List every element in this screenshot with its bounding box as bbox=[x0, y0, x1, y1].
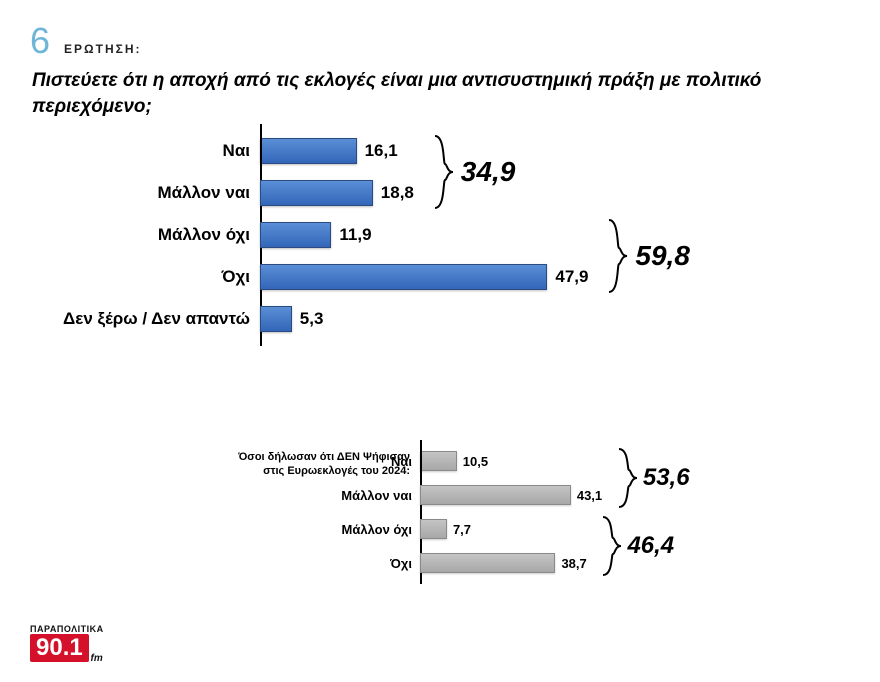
brace-total: 59,8 bbox=[635, 240, 690, 272]
question-text: Πιστεύετε ότι η αποχή από τις εκλογές εί… bbox=[32, 68, 850, 119]
bar-value: 16,1 bbox=[365, 141, 398, 161]
sub-chart-heading: Όσοι δήλωσαν ότι ΔΕΝ Ψήφισαν στις Ευρωεκ… bbox=[160, 450, 410, 479]
brace-group: 46,4 bbox=[601, 515, 674, 577]
category-label: Μάλλον ναι bbox=[40, 488, 420, 503]
bar-value: 5,3 bbox=[300, 309, 324, 329]
category-label: Δεν ξέρω / Δεν απαντώ bbox=[40, 309, 260, 329]
logo-top-text: ΠΑΡΑΠΟΛΙΤΙΚΑ bbox=[30, 624, 104, 634]
brace-group: 53,6 bbox=[617, 447, 690, 509]
chart-row: Δεν ξέρω / Δεν απαντώ 5,3 bbox=[40, 298, 860, 340]
chart-row: Μάλλον ναι 43,1 bbox=[40, 478, 860, 512]
sub-chart: Όσοι δήλωσαν ότι ΔΕΝ Ψήφισαν στις Ευρωεκ… bbox=[40, 440, 860, 620]
bar-value: 18,8 bbox=[381, 183, 414, 203]
bar-area: 11,9 bbox=[260, 214, 620, 256]
category-label: Όχι bbox=[40, 267, 260, 287]
bar bbox=[420, 485, 571, 505]
bar-area: 47,9 bbox=[260, 256, 620, 298]
chart-row: Μάλλον όχι 11,9 bbox=[40, 214, 860, 256]
bar bbox=[260, 306, 292, 332]
bar bbox=[260, 222, 331, 248]
brace-total: 34,9 bbox=[461, 156, 516, 188]
brace-total: 53,6 bbox=[643, 464, 690, 492]
sub-chart-heading-line1: Όσοι δήλωσαν ότι ΔΕΝ Ψήφισαν bbox=[238, 451, 410, 463]
chart-row: Όχι 38,7 bbox=[40, 546, 860, 580]
logo-frequency: 90.1 bbox=[36, 634, 83, 661]
logo-box: 90.1 fm bbox=[30, 634, 89, 662]
bar-area: 7,7 bbox=[420, 512, 630, 546]
bar bbox=[420, 519, 447, 539]
bar-value: 38,7 bbox=[561, 556, 586, 571]
bar bbox=[420, 553, 555, 573]
bar-value: 11,9 bbox=[339, 225, 371, 245]
category-label: Όχι bbox=[40, 556, 420, 571]
brace-group: 59,8 bbox=[607, 218, 690, 294]
bar-value: 7,7 bbox=[453, 522, 471, 537]
category-label: Ναι bbox=[40, 141, 260, 161]
logo-fm: fm bbox=[90, 654, 102, 664]
question-label: ΕΡΩΤΗΣΗ: bbox=[64, 42, 142, 56]
bar-area: 5,3 bbox=[260, 298, 620, 340]
bar-value: 43,1 bbox=[577, 488, 602, 503]
question-number: 6 bbox=[30, 20, 50, 62]
brace-total: 46,4 bbox=[627, 532, 674, 560]
chart-row: Όχι 47,9 bbox=[40, 256, 860, 298]
bar-value: 10,5 bbox=[463, 454, 488, 469]
bar-area: 43,1 bbox=[420, 478, 630, 512]
main-chart: Ναι 16,1 Μάλλον ναι 18,8 Μάλλον όχι 11,9… bbox=[40, 130, 860, 390]
bar-area: 38,7 bbox=[420, 546, 630, 580]
question-header: 6 ΕΡΩΤΗΣΗ: bbox=[30, 20, 850, 62]
bar bbox=[260, 138, 357, 164]
bar bbox=[260, 180, 373, 206]
station-logo: ΠΑΡΑΠΟΛΙΤΙΚΑ 90.1 fm bbox=[30, 624, 104, 662]
category-label: Μάλλον όχι bbox=[40, 225, 260, 245]
chart-row: Μάλλον όχι 7,7 bbox=[40, 512, 860, 546]
sub-chart-heading-line2: στις Ευρωεκλογές του 2024: bbox=[263, 465, 410, 477]
category-label: Μάλλον όχι bbox=[40, 522, 420, 537]
bar-area: 10,5 bbox=[420, 444, 630, 478]
bar bbox=[260, 264, 547, 290]
category-label: Μάλλον ναι bbox=[40, 183, 260, 203]
bar-value: 47,9 bbox=[555, 267, 588, 287]
bar bbox=[420, 451, 457, 471]
brace-group: 34,9 bbox=[433, 134, 516, 210]
